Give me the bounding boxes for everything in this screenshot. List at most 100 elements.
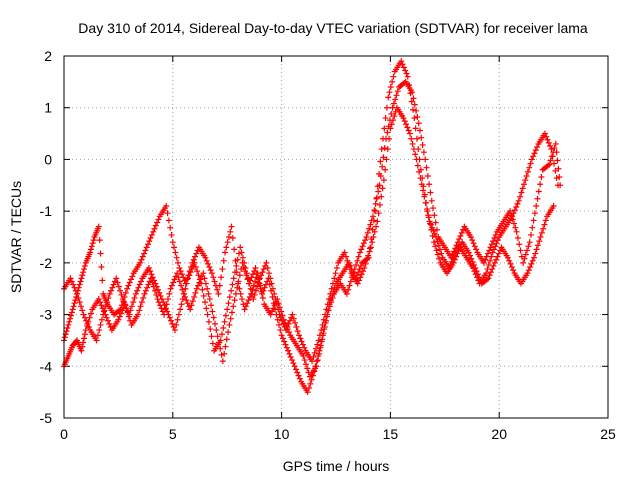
data-point [81, 262, 88, 269]
data-point [259, 290, 266, 297]
data-point [79, 272, 86, 279]
data-point [234, 256, 241, 263]
data-point [270, 300, 277, 307]
data-point [206, 296, 213, 303]
data-point [249, 290, 256, 297]
data-point [153, 291, 160, 298]
data-point [296, 375, 303, 382]
data-point [438, 250, 445, 257]
data-point [156, 289, 163, 296]
data-point [358, 246, 365, 253]
data-point [527, 231, 534, 238]
data-point [327, 290, 334, 297]
data-point [487, 244, 494, 251]
data-point [142, 287, 149, 294]
data-point [312, 363, 319, 370]
data-point [236, 272, 243, 279]
data-point [362, 237, 369, 244]
data-point [140, 295, 147, 302]
data-point [212, 320, 219, 327]
data-point [268, 280, 275, 287]
data-point [230, 303, 237, 310]
data-point [199, 286, 206, 293]
data-point [201, 275, 208, 282]
data-point [67, 315, 74, 322]
data-point [230, 275, 237, 282]
data-point [473, 268, 480, 275]
data-point [387, 125, 394, 132]
data-point [406, 130, 413, 137]
data-point [223, 244, 230, 251]
data-point [460, 226, 467, 233]
data-point [175, 259, 182, 266]
data-point [273, 301, 280, 308]
data-point [169, 320, 176, 327]
data-point [220, 257, 227, 264]
data-point [534, 242, 541, 249]
data-point [332, 270, 339, 277]
data-point [346, 266, 353, 273]
data-point [161, 302, 168, 309]
data-point [404, 73, 411, 80]
data-point [183, 280, 190, 287]
data-point [383, 156, 390, 163]
data-point [358, 271, 365, 278]
data-point [269, 308, 276, 315]
data-point [178, 271, 185, 278]
data-point [384, 146, 391, 153]
x-axis-label: GPS time / hours [283, 458, 390, 474]
data-point [309, 358, 316, 365]
data-point [417, 175, 424, 182]
data-point [369, 239, 376, 246]
data-point [172, 273, 179, 280]
data-point [205, 290, 212, 297]
data-point [225, 300, 232, 307]
data-point [304, 389, 311, 396]
data-point [141, 290, 148, 297]
data-point [132, 290, 139, 297]
data-point [87, 249, 94, 256]
data-point [552, 140, 559, 147]
data-point [246, 280, 253, 287]
data-point [136, 281, 143, 288]
data-point [367, 221, 374, 228]
data-point [289, 357, 296, 364]
data-point [158, 296, 165, 303]
data-point [512, 224, 519, 231]
data-point [546, 161, 553, 168]
data-point [96, 327, 103, 334]
data-point [550, 202, 557, 209]
data-point [347, 278, 354, 285]
data-point [226, 321, 233, 328]
data-point [489, 249, 496, 256]
data-point [375, 188, 382, 195]
data-point [245, 297, 252, 304]
data-point [97, 321, 104, 328]
data-point [144, 241, 151, 248]
data-point [380, 177, 387, 184]
data-point [101, 307, 108, 314]
data-point [425, 212, 432, 219]
data-point [227, 228, 234, 235]
data-point [510, 220, 517, 227]
data-point [248, 274, 255, 281]
data-point [412, 151, 419, 158]
data-point [274, 316, 281, 323]
data-point [524, 247, 531, 254]
data-point [88, 243, 95, 250]
data-point [65, 321, 72, 328]
data-point [343, 253, 350, 260]
data-point [105, 295, 112, 302]
data-point [429, 224, 436, 231]
y-tick-label: 2 [44, 48, 52, 64]
y-axis-label: SDTVAR / TECUs [8, 181, 24, 293]
data-point [379, 163, 386, 170]
data-point [280, 320, 287, 327]
data-point [388, 121, 395, 128]
data-point [287, 353, 294, 360]
data-point [254, 283, 261, 290]
data-point [166, 314, 173, 321]
grid [64, 56, 608, 418]
data-point [322, 311, 329, 318]
data-point [367, 244, 374, 251]
